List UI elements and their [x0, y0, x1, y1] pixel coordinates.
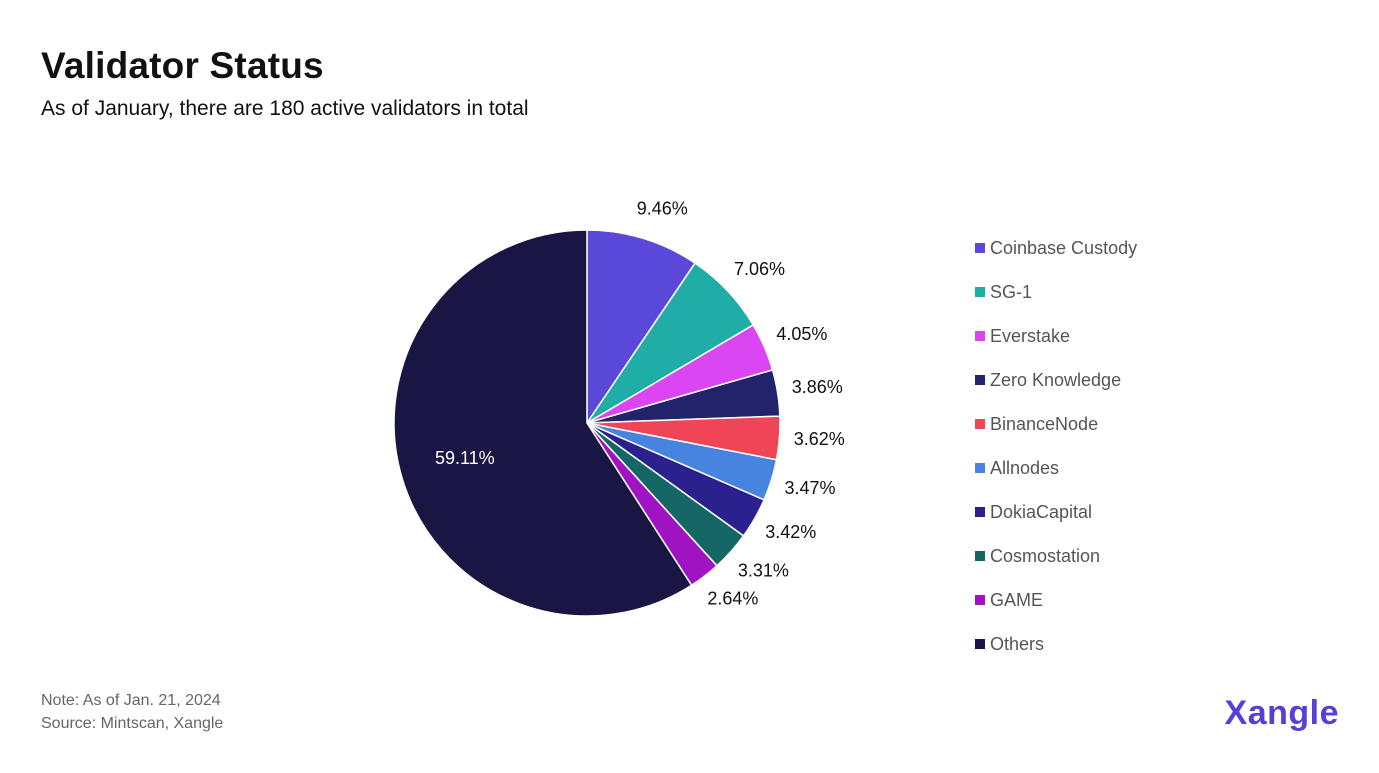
- pie-value-label: 3.42%: [765, 522, 816, 542]
- legend-swatch: [975, 551, 985, 561]
- legend-label: Coinbase Custody: [990, 237, 1138, 258]
- legend-swatch: [975, 639, 985, 649]
- legend-label: Everstake: [990, 325, 1071, 346]
- legend-item: Everstake: [975, 314, 1137, 358]
- legend-swatch: [975, 375, 985, 385]
- legend-item: Coinbase Custody: [975, 226, 1137, 270]
- legend-item: BinanceNode: [975, 402, 1137, 446]
- legend-label: GAME: [990, 589, 1044, 610]
- legend-item: Others: [975, 622, 1137, 666]
- legend-swatch: [975, 463, 985, 473]
- pie-value-label: 7.06%: [734, 259, 785, 279]
- legend-swatch: [975, 243, 985, 253]
- pie-value-label: 3.86%: [792, 377, 843, 397]
- footer-source: Source: Mintscan, Xangle: [41, 715, 224, 732]
- pie-slice-others: [393, 229, 693, 617]
- pie-slice-coinbase-custody: [586, 229, 697, 426]
- xangle-logo: Xangle: [1224, 694, 1339, 732]
- legend-label: DokiaCapital: [990, 501, 1093, 522]
- pie-value-label: 59.11%: [435, 448, 495, 468]
- legend-label: SG-1: [990, 281, 1033, 302]
- legend-item: Allnodes: [975, 446, 1137, 490]
- pie-value-label: 3.47%: [784, 478, 835, 498]
- footer: Note: As of Jan. 21, 2024 Source: Mintsc…: [41, 689, 223, 735]
- legend-label: Others: [990, 633, 1045, 654]
- legend-item: Zero Knowledge: [975, 358, 1137, 402]
- page-subtitle: As of January, there are 180 active vali…: [41, 97, 529, 120]
- page-title: Validator Status: [41, 45, 324, 86]
- legend-label: BinanceNode: [990, 413, 1099, 434]
- legend-swatch: [975, 507, 985, 517]
- legend-label: Cosmostation: [990, 545, 1101, 566]
- legend-item: GAME: [975, 578, 1137, 622]
- legend-swatch: [975, 419, 985, 429]
- pie-value-label: 3.62%: [794, 429, 845, 449]
- legend-label: Allnodes: [990, 457, 1060, 478]
- footer-note: Note: As of Jan. 21, 2024: [41, 692, 221, 709]
- legend-swatch: [975, 287, 985, 297]
- legend-swatch: [975, 595, 985, 605]
- pie-value-label: 3.31%: [738, 560, 789, 580]
- legend-item: DokiaCapital: [975, 490, 1137, 534]
- chart-legend: Coinbase Custody SG-1 Everstake Zero Knowle…: [975, 226, 1137, 666]
- legend-swatch: [975, 331, 985, 341]
- legend-item: SG-1: [975, 270, 1137, 314]
- legend-item: Cosmostation: [975, 534, 1137, 578]
- legend-label: Zero Knowledge: [990, 369, 1122, 390]
- pie-value-label: 9.46%: [637, 199, 688, 219]
- pie-value-label: 2.64%: [707, 589, 758, 609]
- pie-value-label: 4.05%: [776, 324, 827, 344]
